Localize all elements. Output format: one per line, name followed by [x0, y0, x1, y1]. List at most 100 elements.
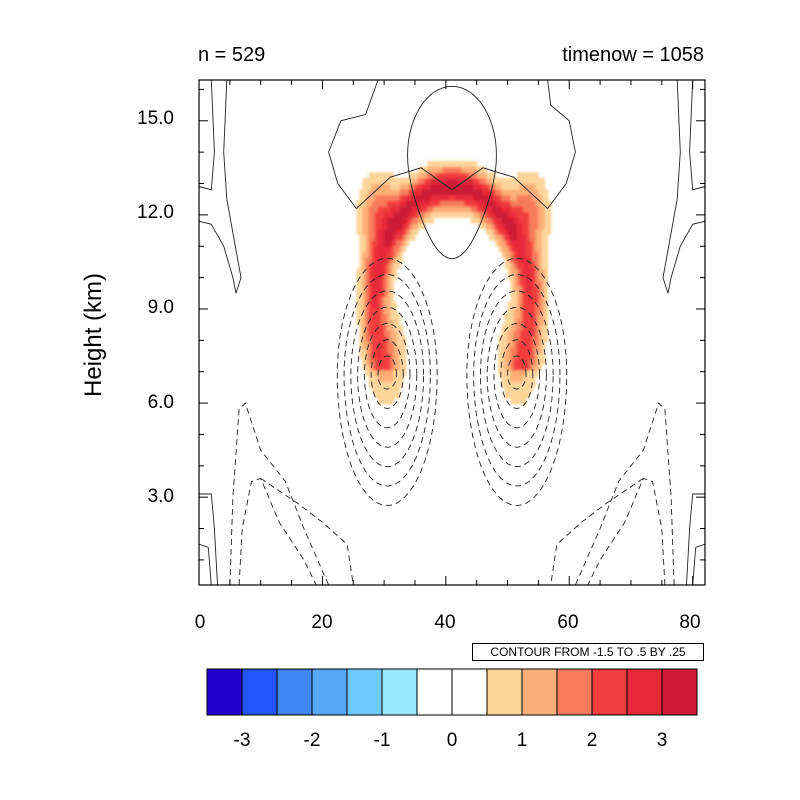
shaded-cell — [393, 200, 398, 207]
shaded-cell — [393, 381, 398, 388]
shaded-cell — [535, 341, 539, 348]
shaded-cell — [418, 183, 422, 190]
shaded-cell — [371, 319, 376, 326]
shaded-cell — [368, 364, 373, 371]
shaded-cell — [381, 217, 385, 224]
shaded-cell — [365, 251, 370, 258]
shaded-cell — [393, 194, 398, 202]
shaded-cell — [359, 268, 364, 275]
shaded-cell — [538, 358, 543, 365]
shaded-cell — [439, 206, 444, 213]
shaded-cell — [381, 177, 385, 185]
shaded-cell — [368, 273, 373, 281]
shaded-cell — [538, 273, 543, 281]
shaded-cell — [526, 256, 530, 264]
colorbar-box — [486, 668, 523, 716]
shaded-cell — [544, 273, 549, 281]
shaded-cell — [526, 375, 530, 382]
shaded-cell — [365, 245, 370, 252]
contour-negative — [260, 478, 354, 585]
shaded-cell — [532, 279, 536, 286]
shaded-cell — [526, 285, 530, 292]
shaded-cell — [510, 183, 515, 190]
shaded-cell — [414, 217, 419, 224]
shaded-cell — [377, 392, 382, 399]
shaded-cell — [526, 262, 530, 269]
contour-zero — [662, 80, 705, 294]
shaded-cell — [519, 262, 524, 269]
shaded-cell — [461, 189, 465, 196]
shaded-cell — [371, 206, 376, 213]
shaded-cell — [424, 177, 428, 185]
shaded-cell — [381, 228, 385, 235]
shaded-cell — [393, 228, 398, 235]
shaded-cell — [519, 319, 524, 326]
shaded-cell — [393, 324, 398, 331]
shaded-cell — [544, 279, 549, 286]
shaded-cell — [396, 319, 401, 326]
shaded-cell — [384, 239, 388, 247]
shaded-cell — [544, 307, 549, 314]
shaded-cell — [458, 177, 462, 185]
shaded-cell — [513, 319, 518, 326]
shaded-cell — [365, 296, 370, 303]
shaded-cell — [532, 228, 536, 235]
shaded-cell — [368, 194, 373, 202]
shaded-cell — [516, 172, 521, 179]
shaded-cell — [516, 256, 521, 264]
shaded-cell — [399, 341, 404, 348]
shaded-cell — [479, 189, 484, 196]
shaded-cell — [365, 330, 370, 337]
shaded-cell — [455, 172, 459, 179]
shaded-cell — [504, 228, 509, 235]
shaded-cell — [513, 347, 518, 354]
shaded-cell — [384, 251, 388, 258]
shaded-cell — [390, 381, 394, 388]
shaded-cell — [396, 381, 401, 388]
shaded-cell — [371, 335, 376, 343]
shaded-cell — [411, 183, 416, 190]
shaded-cell — [402, 200, 407, 207]
shaded-cell — [522, 200, 527, 207]
shaded-cell — [448, 183, 453, 190]
shaded-cell — [516, 375, 521, 382]
shaded-cell — [535, 228, 539, 235]
contour-negative — [377, 355, 397, 390]
shaded-cell — [529, 290, 533, 298]
shaded-cell — [384, 285, 388, 292]
shaded-cell — [371, 239, 376, 247]
shaded-cell — [485, 211, 490, 218]
shaded-cell — [522, 245, 527, 252]
shaded-cell — [501, 251, 506, 258]
shaded-cell — [544, 268, 549, 275]
shaded-cell — [510, 262, 515, 269]
shaded-cell — [371, 223, 376, 230]
shaded-cell — [544, 189, 549, 196]
shaded-cell — [356, 302, 361, 309]
shaded-cell — [452, 194, 456, 202]
shaded-cell — [368, 239, 373, 247]
shaded-cell — [377, 189, 382, 196]
shaded-cell — [368, 200, 373, 207]
shaded-cell — [464, 200, 469, 207]
shaded-cell — [365, 352, 370, 360]
shaded-cell — [390, 262, 394, 269]
y-tick-label: 15.0 — [137, 108, 174, 129]
shaded-cell — [414, 172, 419, 179]
shaded-cell — [510, 239, 515, 247]
shaded-cell — [408, 206, 413, 213]
shaded-cell — [430, 189, 435, 196]
shaded-cell — [519, 239, 524, 247]
shaded-cell — [498, 239, 502, 247]
shaded-cell — [424, 183, 428, 190]
shaded-cell — [399, 206, 404, 213]
shaded-cell — [362, 341, 367, 348]
shaded-cell — [436, 189, 441, 196]
shaded-cell — [501, 341, 506, 348]
shaded-cell — [532, 358, 536, 365]
contour-negative — [357, 306, 418, 448]
shaded-cell — [535, 358, 539, 365]
colorbar-tick-label: -1 — [373, 730, 391, 751]
shaded-cell — [442, 166, 447, 173]
